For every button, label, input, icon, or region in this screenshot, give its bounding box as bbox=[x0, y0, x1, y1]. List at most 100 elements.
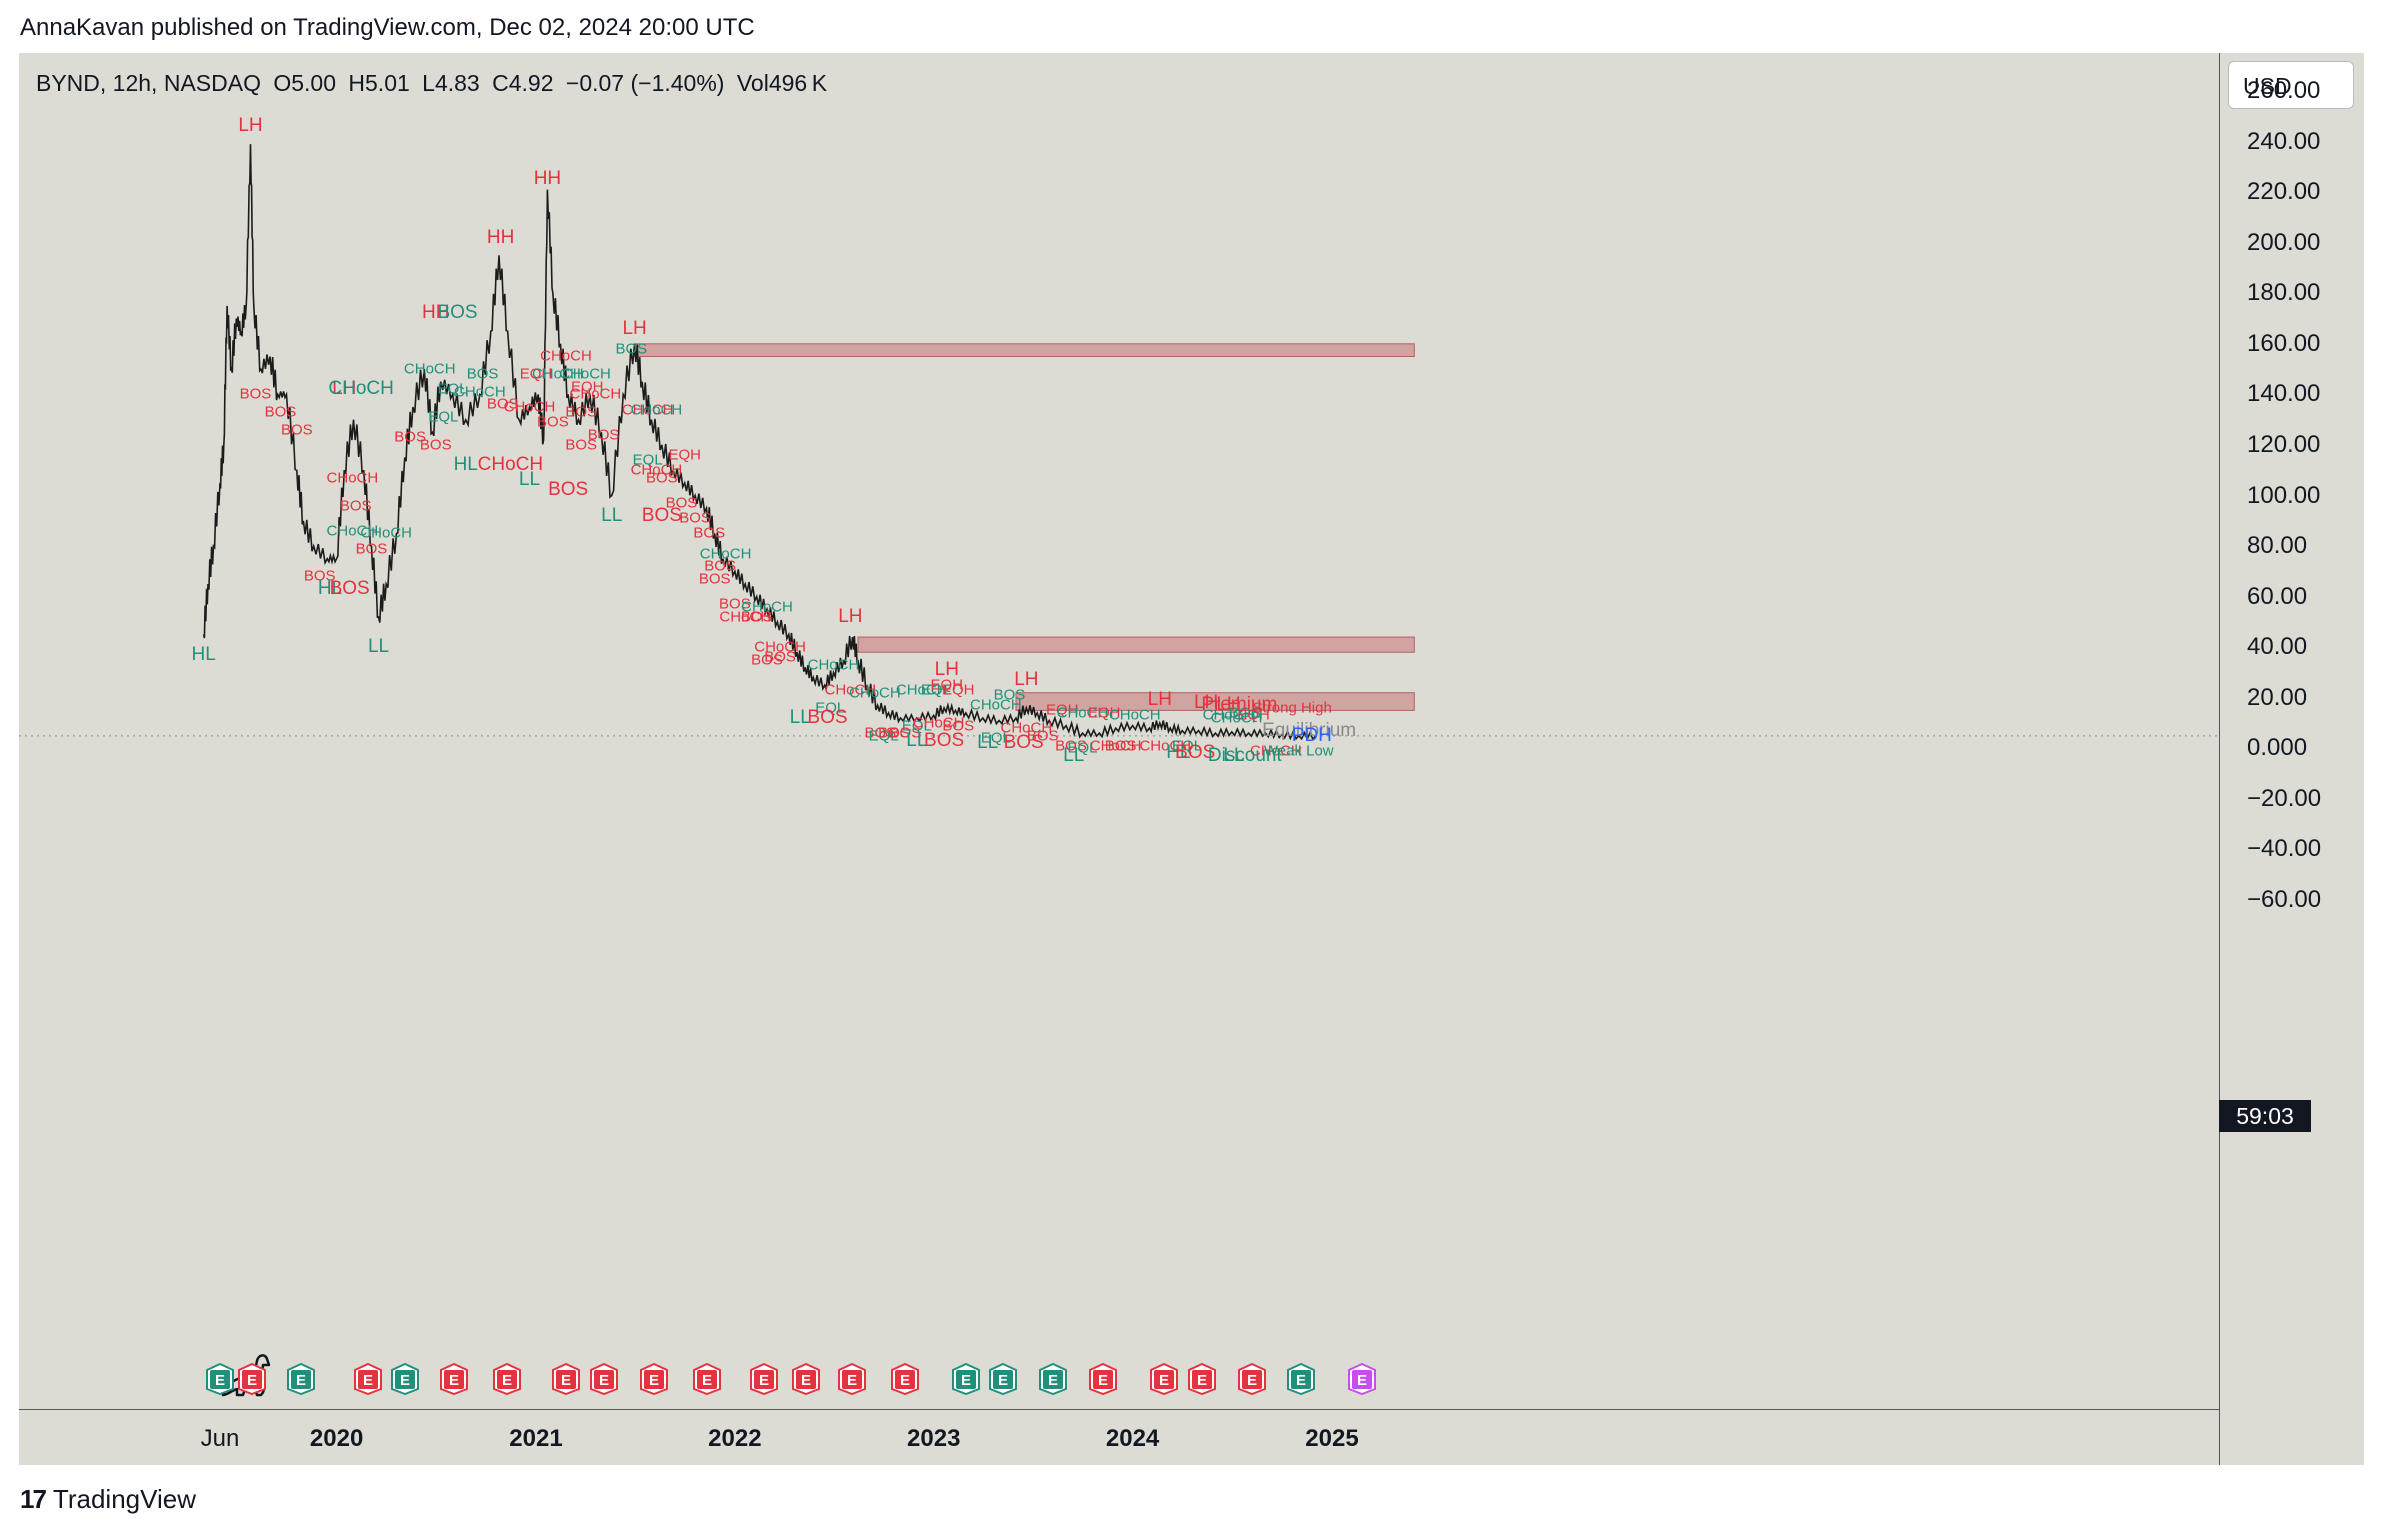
structure-label-choch: CHoCH bbox=[559, 365, 611, 383]
currency-button[interactable]: USD bbox=[2228, 61, 2354, 109]
structure-label-lh: LH bbox=[332, 378, 357, 400]
structure-label-bos: BOS bbox=[537, 413, 569, 431]
structure-label-ll: LL bbox=[367, 636, 390, 658]
structure-label-eqh: EQH bbox=[668, 446, 701, 464]
change-value: −0.07 (−1.40%) bbox=[565, 70, 725, 96]
close-value: C4.92 bbox=[492, 70, 554, 96]
earnings-e-red-icon[interactable]: E bbox=[1149, 1363, 1179, 1395]
symbol-legend[interactable]: BYND, 12h, NASDAQ O5.00 H5.01 L4.83 C4.9… bbox=[36, 70, 833, 97]
svg-text:E: E bbox=[449, 1372, 459, 1389]
earnings-e-red-icon[interactable]: E bbox=[791, 1363, 821, 1395]
earnings-e-green-icon[interactable]: E bbox=[205, 1363, 235, 1395]
earnings-e-red-icon[interactable]: E bbox=[237, 1363, 267, 1395]
structure-label-choch: CHoCH bbox=[754, 638, 806, 656]
structure-label-bos: BOS bbox=[419, 436, 452, 454]
svg-text:E: E bbox=[1159, 1372, 1169, 1389]
structure-label-bos: BOS bbox=[1104, 737, 1137, 755]
structure-label-bos: BOS bbox=[615, 340, 648, 358]
earnings-e-green-icon[interactable]: E bbox=[286, 1363, 316, 1395]
structure-label-choch: CHoCH bbox=[403, 360, 456, 378]
structure-label-ll: LL bbox=[518, 469, 541, 491]
structure-label-eql: EQL bbox=[920, 681, 951, 699]
tradingview-footer[interactable]: 17 TradingView bbox=[20, 1484, 196, 1515]
structure-label-eql: EQL bbox=[437, 380, 468, 398]
structure-label-choch: CHoCH bbox=[503, 398, 556, 416]
svg-text:E: E bbox=[961, 1372, 971, 1389]
earnings-e-red-icon[interactable]: E bbox=[589, 1363, 619, 1395]
price-tick-label: 80.00 bbox=[2247, 532, 2308, 560]
structure-label-hl: HL bbox=[317, 578, 343, 600]
publish-header: AnnaKavan published on TradingView.com, … bbox=[20, 14, 755, 41]
earnings-e-green-icon[interactable]: E bbox=[1286, 1363, 1316, 1395]
earnings-e-red-icon[interactable]: E bbox=[551, 1363, 581, 1395]
structure-label-choch: CHoCH bbox=[699, 545, 752, 563]
structure-label-lh: LH bbox=[934, 658, 959, 680]
structure-label-eqh: EQH bbox=[1087, 704, 1121, 722]
earnings-e-red-icon[interactable]: E bbox=[439, 1363, 469, 1395]
earnings-e-red-icon[interactable]: E bbox=[749, 1363, 779, 1395]
structure-label-lh: LH bbox=[1014, 669, 1039, 691]
structure-label-bos: BOS bbox=[437, 302, 478, 324]
time-tick-label: Jun bbox=[200, 1425, 240, 1452]
structure-label-choch: CHoCH bbox=[824, 681, 877, 699]
structure-label-bos: BOS bbox=[264, 403, 297, 421]
earnings-e-red-icon[interactable]: E bbox=[639, 1363, 669, 1395]
structure-label-ll: LL bbox=[1223, 744, 1245, 766]
earnings-e-purple-icon[interactable]: E bbox=[1347, 1363, 1377, 1395]
structure-label-eqh: EQH bbox=[1237, 706, 1270, 724]
price-tick-label: 260.00 bbox=[2247, 77, 2321, 104]
structure-label-equilibrium: Equilibrium bbox=[1262, 719, 1357, 741]
earnings-e-red-icon[interactable]: E bbox=[1187, 1363, 1217, 1395]
supply-zone-3[interactable] bbox=[1015, 692, 1415, 711]
structure-label-bos: BOS bbox=[665, 494, 698, 512]
time-axis[interactable] bbox=[19, 1409, 2219, 1465]
earnings-e-green-icon[interactable]: E bbox=[988, 1363, 1018, 1395]
earnings-e-red-icon[interactable]: E bbox=[1237, 1363, 1267, 1395]
svg-text:E: E bbox=[502, 1372, 512, 1389]
structure-label-bos: BOS bbox=[764, 648, 796, 666]
structure-label-ll: LL bbox=[977, 732, 999, 754]
structure-label-bos: BOS bbox=[1003, 732, 1044, 754]
structure-label-bos: BOS bbox=[751, 651, 783, 669]
price-tick-label: 240.00 bbox=[2247, 127, 2321, 155]
structure-label-bos: BOS bbox=[889, 724, 922, 742]
structure-label-eql: EQL bbox=[428, 408, 459, 426]
structure-label-bos: BOS bbox=[1228, 704, 1261, 722]
structure-label-lh: LH bbox=[238, 115, 263, 137]
structure-label-choch: CHoCH bbox=[630, 401, 683, 419]
earnings-e-red-icon[interactable]: E bbox=[1088, 1363, 1118, 1395]
structure-label-bos: BOS bbox=[486, 395, 519, 413]
earnings-e-red-icon[interactable]: E bbox=[353, 1363, 383, 1395]
structure-label-choch: CHoCH bbox=[741, 598, 793, 616]
structure-label-ll: LL bbox=[601, 504, 623, 526]
structure-label-bos: BOS bbox=[942, 717, 975, 735]
earnings-e-green-icon[interactable]: E bbox=[390, 1363, 420, 1395]
earnings-e-green-icon[interactable]: E bbox=[951, 1363, 981, 1395]
supply-zone-2[interactable] bbox=[857, 636, 1415, 653]
earnings-e-green-icon[interactable]: E bbox=[1038, 1363, 1068, 1395]
price-axis[interactable] bbox=[2219, 53, 2364, 1465]
svg-text:E: E bbox=[1296, 1372, 1306, 1389]
svg-text:E: E bbox=[998, 1372, 1008, 1389]
earnings-e-red-icon[interactable]: E bbox=[492, 1363, 522, 1395]
svg-text:E: E bbox=[1098, 1372, 1108, 1389]
chart-area[interactable]: LH HL BOS BOS BOS BOS HL BOS LH CHoCH CHoCH CHoCH BO… bbox=[19, 53, 2364, 1465]
symbol-title[interactable]: BYND, 12h, NASDAQ bbox=[36, 70, 261, 96]
svg-text:E: E bbox=[599, 1372, 609, 1389]
earnings-e-red-icon[interactable]: E bbox=[890, 1363, 920, 1395]
structure-label-eql: EQL bbox=[980, 729, 1011, 747]
price-tick-label: 20.00 bbox=[2247, 683, 2308, 711]
structure-label-bos: BOS bbox=[587, 426, 620, 444]
price-series[interactable] bbox=[202, 144, 1317, 741]
structure-label-choch: CHoCH bbox=[531, 365, 584, 383]
structure-label-choch: CHoCH bbox=[328, 378, 394, 400]
price-chart-plot[interactable] bbox=[19, 53, 2218, 1408]
high-value: H5.01 bbox=[348, 70, 410, 96]
earnings-e-red-icon[interactable]: E bbox=[837, 1363, 867, 1395]
structure-label-bos: BOS bbox=[280, 421, 313, 439]
earnings-e-red-icon[interactable]: E bbox=[692, 1363, 722, 1395]
countdown-price-tag: 59:03 bbox=[2219, 1100, 2311, 1132]
price-tick-label: −20.00 bbox=[2247, 784, 2322, 812]
structure-label-ll: LL bbox=[1063, 744, 1085, 766]
structure-label-choch: CHoCH bbox=[912, 714, 965, 732]
